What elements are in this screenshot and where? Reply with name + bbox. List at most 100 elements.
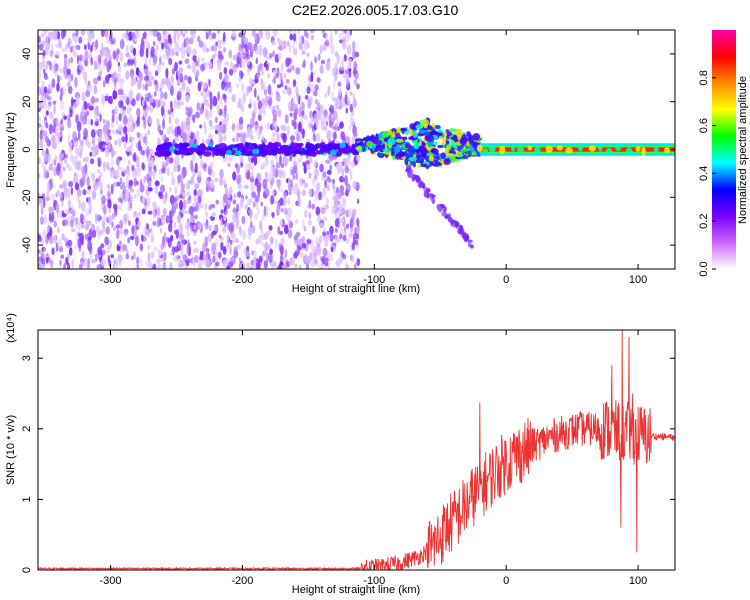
spectrogram-noise-speckle: [286, 213, 291, 221]
spectrogram-noise-speckle: [191, 202, 197, 207]
spectrogram-noise-speckle: [159, 56, 162, 65]
spectrogram-noise-speckle: [287, 229, 293, 239]
spectrogram-noise-speckle: [260, 228, 264, 238]
spectrogram-noise-speckle: [203, 98, 208, 106]
spectrogram-noise-speckle: [200, 90, 205, 97]
spectrogram-noise-speckle: [134, 234, 140, 246]
spectrogram-noise-speckle: [136, 256, 140, 265]
spectrogram-noise-speckle: [194, 214, 198, 220]
spectrogram-noise-speckle: [289, 105, 294, 112]
spectrogram-noise-speckle: [247, 175, 250, 180]
spectrogram-noise-speckle: [152, 30, 158, 37]
spectrogram-noise-speckle: [123, 125, 128, 135]
spectrogram-noise-speckle: [91, 191, 97, 198]
spectrogram-noise-speckle: [333, 186, 338, 197]
spectrogram-noise-speckle: [285, 260, 290, 268]
spectrogram-noise-speckle: [196, 133, 200, 144]
spectrogram-noise-speckle: [205, 32, 209, 40]
spectrogram-noise-speckle: [220, 209, 224, 214]
spectrogram-noise-speckle: [72, 131, 77, 142]
spectrogram-noise-speckle: [313, 71, 316, 76]
colorbar-ticks: 0.0 0.2 0.4 0.6 0.8: [698, 70, 716, 277]
spectrogram-noise-speckle: [174, 186, 178, 195]
spectrogram-noise-speckle: [143, 175, 147, 184]
spectrogram-multipath-blob: [355, 146, 364, 151]
spectrogram-noise-speckle: [235, 83, 240, 88]
spectrogram-noise-speckle: [178, 222, 183, 233]
spectrogram-carrier-blob: [330, 149, 337, 156]
spectrogram-noise-speckle: [93, 60, 98, 71]
spectrogram-noise-speckle: [147, 80, 153, 87]
spectrogram-noise-speckle: [173, 246, 179, 253]
spectrogram-noise-speckle: [199, 204, 204, 209]
spectrogram-noise-speckle: [59, 264, 63, 269]
spectrogram-noise-speckle: [74, 217, 79, 225]
spectrogram-noise-speckle: [129, 235, 135, 240]
spectrogram-noise-speckle: [257, 192, 261, 198]
spectrogram-multipath-blob: [423, 123, 428, 129]
snr-scale-label: (x10⁴): [5, 313, 17, 343]
spectrogram-noise-speckle: [254, 46, 260, 56]
spectrogram-noise-speckle: [43, 103, 48, 110]
spectrogram-noise-speckle: [223, 214, 227, 222]
spectrogram-noise-speckle: [277, 226, 281, 235]
spectrogram-noise-speckle: [125, 133, 128, 144]
spectrogram-noise-speckle: [59, 75, 63, 81]
spectrogram-noise-speckle: [51, 183, 54, 188]
spectrogram-noise-speckle: [192, 171, 196, 178]
spectrogram-noise-speckle: [125, 70, 130, 80]
spectrogram-noise-speckle: [166, 236, 170, 243]
spectrogram-noise-speckle: [113, 181, 117, 188]
spectrogram-noise-speckle: [288, 44, 292, 53]
spectrogram-noise-speckle: [270, 195, 274, 205]
spectrogram-noise-speckle: [149, 105, 154, 114]
spectrogram-noise-speckle: [307, 98, 312, 109]
spectrogram-noise-speckle: [169, 194, 175, 205]
spectrogram-noise-speckle: [211, 32, 217, 40]
spectrogram-noise-speckle: [349, 91, 353, 96]
spectrogram-noise-speckle: [342, 42, 347, 50]
spectrogram-noise-speckle: [220, 241, 224, 251]
spectrogram-noise-speckle: [356, 198, 360, 204]
spectrogram-noise-speckle: [91, 95, 95, 104]
spectrogram-noise-speckle: [84, 113, 88, 121]
spectrogram-noise-speckle: [301, 110, 305, 117]
spectrogram-noise-speckle: [86, 102, 91, 109]
spectrogram-branch-blob: [467, 240, 472, 248]
spectrogram-noise-speckle: [351, 138, 355, 145]
spectrogram-noise-speckle: [116, 229, 120, 240]
spectrogram-noise-speckle: [61, 30, 65, 40]
spectrogram-noise-speckle: [67, 262, 71, 269]
spectrogram-noise-speckle: [239, 198, 244, 210]
spectrogram-noise-speckle: [342, 254, 347, 260]
spectrogram-noise-speckle: [42, 229, 47, 239]
spectrogram-noise-speckle: [145, 47, 149, 59]
spectrogram-noise-speckle: [216, 104, 220, 114]
spectrogram-noise-speckle: [250, 117, 255, 128]
spectrogram-noise-speckle: [110, 254, 114, 259]
spectrogram-noise-speckle: [139, 72, 143, 82]
spectrogram-noise-speckle: [47, 181, 51, 192]
spectrogram-multipath-blob: [472, 133, 480, 141]
spectrogram-noise-speckle: [105, 226, 110, 235]
spectrogram-noise-speckle: [85, 90, 91, 97]
spectrogram-noise-speckle: [140, 149, 145, 156]
spectrogram-noise-speckle: [279, 230, 283, 235]
spectrogram-noise-speckle: [240, 47, 245, 55]
spectrogram-noise-speckle: [240, 104, 245, 112]
spectrogram-noise-speckle: [287, 177, 291, 186]
spectrogram-noise-speckle: [103, 163, 106, 173]
snr-x-label: Height of straight line (km): [292, 584, 420, 596]
spectrogram-multipath-blob: [394, 146, 401, 154]
spectrogram-noise-speckle: [341, 168, 345, 178]
spectrogram-noise-speckle: [320, 255, 323, 262]
spectrogram-noise-speckle: [117, 197, 123, 203]
spectrogram-carrier-blob: [233, 151, 243, 156]
spectrogram-noise-speckle: [240, 241, 244, 247]
spectrogram-noise-speckle: [341, 57, 345, 63]
spectrogram-noise-speckle: [82, 218, 87, 223]
spectrogram-noise-speckle: [231, 232, 237, 243]
spectrogram-noise-speckle: [67, 85, 73, 95]
spectrogram-noise-speckle: [171, 67, 175, 75]
spectrogram-multipath-blob: [394, 153, 402, 160]
